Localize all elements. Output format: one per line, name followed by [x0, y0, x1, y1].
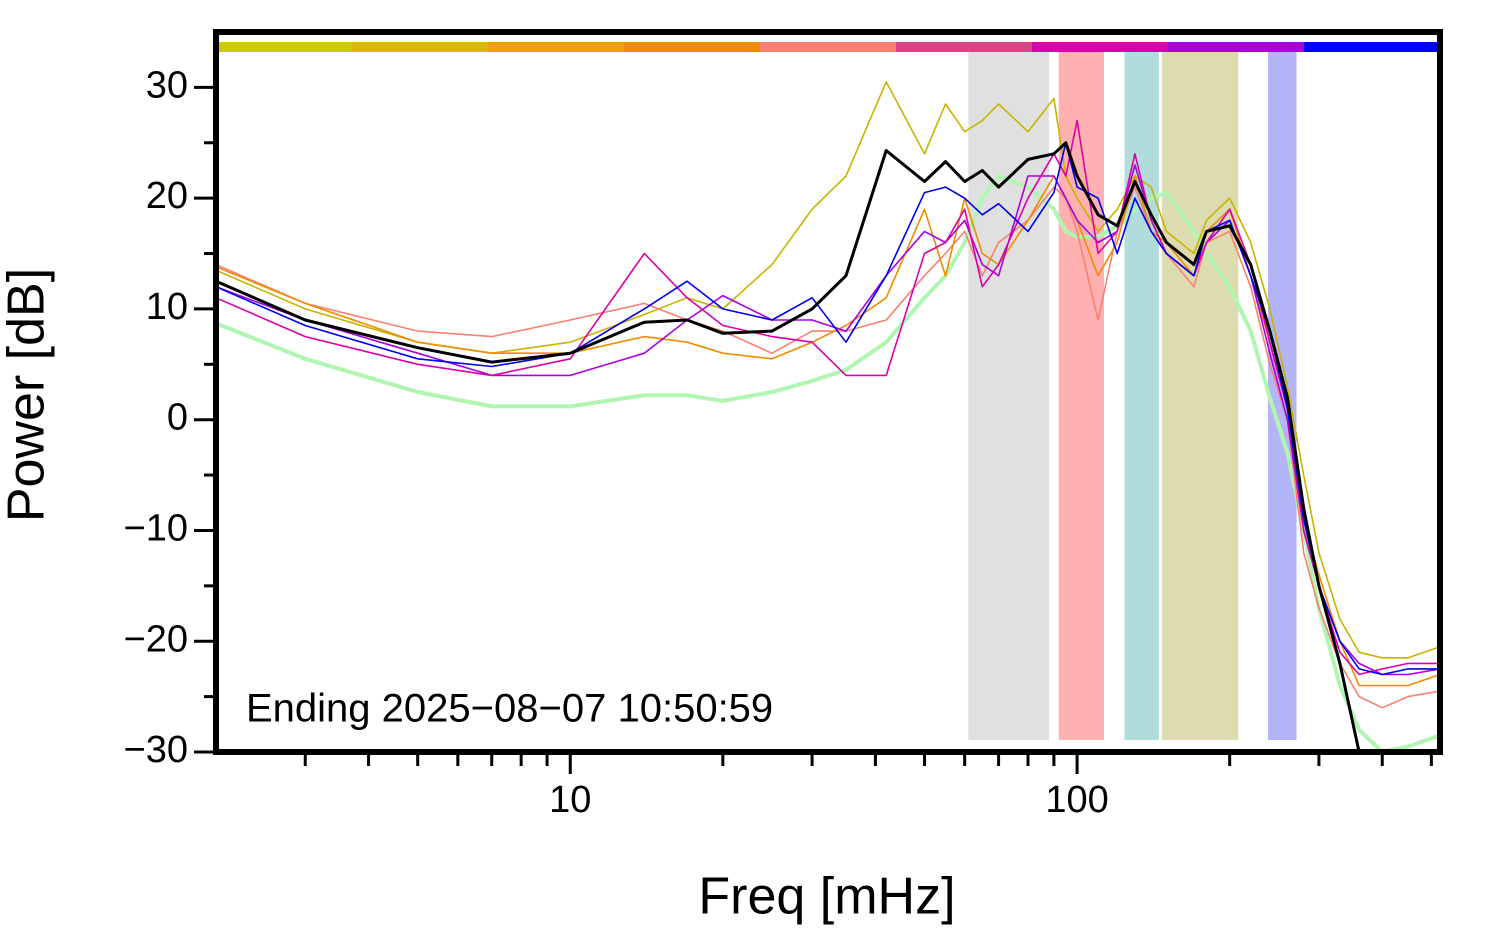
color-bar-segment	[352, 42, 489, 52]
y-tick-label: 0	[167, 397, 188, 439]
y-axis-label: Power [dB]	[0, 268, 56, 522]
series-line	[216, 164, 1440, 676]
y-tick-label: −30	[124, 729, 188, 771]
band	[1267, 46, 1297, 740]
color-bar-segment	[488, 42, 625, 52]
color-bar-segment	[760, 42, 897, 52]
color-bar-segment	[1168, 42, 1305, 52]
color-bar-segment	[1032, 42, 1169, 52]
series-line	[216, 81, 1440, 659]
x-tick-label: 10	[549, 779, 591, 821]
color-bar-segment	[896, 42, 1033, 52]
series-line	[216, 119, 1440, 676]
axes: −30 −20 −10 0 10 20 30 10 100	[124, 29, 1443, 821]
plot-frame	[213, 29, 1443, 755]
x-tick-label: 100	[1045, 779, 1108, 821]
series-line	[216, 141, 1361, 752]
y-tick-label: 10	[146, 286, 188, 328]
bands	[968, 46, 1297, 740]
annotation: Ending 2025−08−07 10:50:59	[246, 687, 773, 731]
color-bar-segment	[624, 42, 761, 52]
y-tick-label: −10	[124, 507, 188, 549]
band	[1124, 46, 1159, 740]
band	[1161, 46, 1239, 740]
color-bar-segment	[216, 42, 353, 52]
band	[968, 46, 1049, 740]
color-bar-segment	[1304, 42, 1441, 52]
y-tick-label: 30	[146, 64, 188, 106]
y-tick-label: 20	[146, 175, 188, 217]
series-line	[216, 142, 1440, 676]
y-tick-label: −20	[124, 618, 188, 660]
band	[1058, 46, 1105, 740]
series-line	[216, 175, 1440, 687]
lines	[216, 81, 1440, 752]
x-axis-label: Freq [mHz]	[698, 868, 955, 926]
